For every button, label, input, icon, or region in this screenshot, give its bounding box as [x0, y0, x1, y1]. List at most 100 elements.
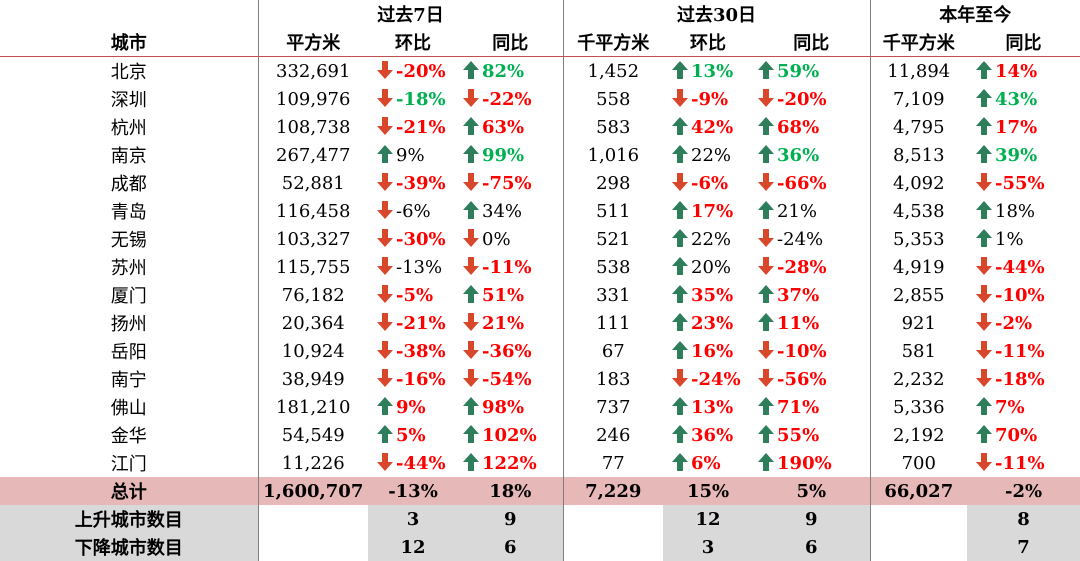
blank-header — [0, 0, 258, 28]
up-count-7d-yoy: 9 — [458, 505, 564, 533]
table-row: 深圳 109,976 -18% -22% 558 -9% -20% 7,109 43% — [0, 85, 1080, 113]
mom-30d: 17% — [663, 197, 753, 225]
percent-value: 0% — [482, 229, 511, 250]
mom-30d: 13% — [663, 393, 753, 421]
mom-7d: -21% — [368, 309, 458, 337]
yoy-30d: -56% — [753, 365, 870, 393]
down-count-label: 下降城市数目 — [0, 533, 258, 561]
table-row: 江门 11,226 -44% 122% 77 6% 190% 700 -11% — [0, 449, 1080, 477]
percent-value: 21% — [777, 201, 818, 222]
down-arrow-icon — [376, 173, 396, 194]
yoy-7d: 99% — [458, 141, 563, 169]
city-name: 苏州 — [110, 258, 147, 279]
yoy-ytd: 43% — [967, 85, 1080, 113]
up-count-ytd-yoy: 8 — [967, 505, 1080, 533]
column-header-row: 城市 平方米 环比 同比 千平方米 环比 同比 千平方米 同比 — [0, 28, 1080, 57]
down-count-blank — [869, 533, 968, 561]
city-name: 杭州 — [110, 118, 147, 139]
yoy-30d: -66% — [753, 169, 870, 197]
percent-value: -20% — [396, 61, 446, 82]
percent-value: 9% — [396, 145, 425, 166]
yoy-7d: 21% — [458, 309, 563, 337]
percent-value: -44% — [995, 257, 1045, 278]
area-ytd: 921 — [869, 309, 968, 337]
up-arrow-icon — [376, 425, 396, 446]
city-name: 厦门 — [110, 286, 147, 307]
city-name: 江门 — [110, 454, 147, 475]
up-arrow-icon — [671, 145, 691, 166]
up-arrow-icon — [462, 397, 482, 418]
area-30d: 331 — [562, 281, 664, 309]
city-name: 扬州 — [110, 314, 147, 335]
mom-7d: 9% — [368, 141, 458, 169]
percent-value: -20% — [777, 89, 827, 110]
down-count-ytd-yoy: 7 — [967, 533, 1080, 561]
table-row: 岳阳 10,924 -38% -36% 67 16% -10% 581 -11% — [0, 337, 1080, 365]
up-count-30d-mom: 12 — [663, 505, 754, 533]
percent-value: 37% — [777, 285, 820, 306]
yoy-30d: -20% — [753, 85, 870, 113]
area-ytd: 4,092 — [869, 169, 968, 197]
percent-value: 51% — [482, 285, 525, 306]
percent-value: 36% — [691, 425, 734, 446]
column-header-30d-yoy: 同比 — [753, 28, 871, 57]
yoy-ytd: -18% — [967, 365, 1080, 393]
column-header-7d-area: 平方米 — [257, 28, 368, 57]
down-arrow-icon — [462, 313, 482, 334]
up-arrow-icon — [462, 285, 482, 306]
percent-value: 11% — [777, 313, 820, 334]
down-arrow-icon — [757, 341, 777, 362]
yoy-7d: 122% — [458, 449, 563, 477]
percent-value: -54% — [482, 369, 532, 390]
percent-value: -56% — [777, 369, 827, 390]
percent-value: 55% — [777, 425, 820, 446]
area-30d: 111 — [562, 309, 664, 337]
area-7d: 103,327 — [257, 225, 368, 253]
mom-30d: -9% — [663, 85, 753, 113]
area-ytd: 2,855 — [869, 281, 968, 309]
yoy-7d: 82% — [458, 57, 563, 86]
yoy-7d: -54% — [458, 365, 563, 393]
yoy-ytd: 1% — [967, 225, 1080, 253]
up-arrow-icon — [757, 453, 777, 474]
percent-value: -18% — [396, 89, 446, 110]
down-arrow-icon — [376, 257, 396, 278]
area-ytd: 4,919 — [869, 253, 968, 281]
percent-value: 122% — [482, 453, 537, 474]
up-arrow-icon — [757, 201, 777, 222]
percent-value: 16% — [691, 341, 734, 362]
down-count-7d-mom: 12 — [368, 533, 458, 561]
percent-value: 102% — [482, 425, 537, 446]
down-arrow-icon — [975, 313, 995, 334]
total-30d-yoy: 5% — [753, 477, 871, 505]
up-arrow-icon — [975, 145, 995, 166]
city-name: 佛山 — [110, 398, 147, 419]
down-arrow-icon — [376, 229, 396, 250]
mom-30d: 22% — [663, 225, 753, 253]
down-arrow-icon — [671, 89, 691, 110]
yoy-30d: 36% — [753, 141, 870, 169]
yoy-30d: 190% — [753, 449, 870, 477]
area-30d: 583 — [562, 113, 664, 141]
mom-30d: 22% — [663, 141, 753, 169]
area-30d: 1,016 — [562, 141, 664, 169]
area-30d: 538 — [562, 253, 664, 281]
down-arrow-icon — [376, 341, 396, 362]
area-ytd: 11,894 — [869, 56, 968, 85]
city-name: 岳阳 — [110, 342, 147, 363]
yoy-7d: 34% — [458, 197, 563, 225]
percent-value: 70% — [995, 425, 1038, 446]
up-arrow-icon — [462, 61, 482, 82]
down-arrow-icon — [975, 369, 995, 390]
down-arrow-icon — [376, 313, 396, 334]
percent-value: 20% — [691, 257, 732, 278]
percent-value: 82% — [482, 61, 525, 82]
area-30d: 521 — [562, 225, 664, 253]
area-7d: 38,949 — [257, 365, 368, 393]
percent-value: 34% — [482, 201, 523, 222]
up-arrow-icon — [975, 425, 995, 446]
down-count-blank — [562, 533, 664, 561]
up-count-label: 上升城市数目 — [0, 505, 258, 533]
area-30d: 737 — [562, 393, 664, 421]
